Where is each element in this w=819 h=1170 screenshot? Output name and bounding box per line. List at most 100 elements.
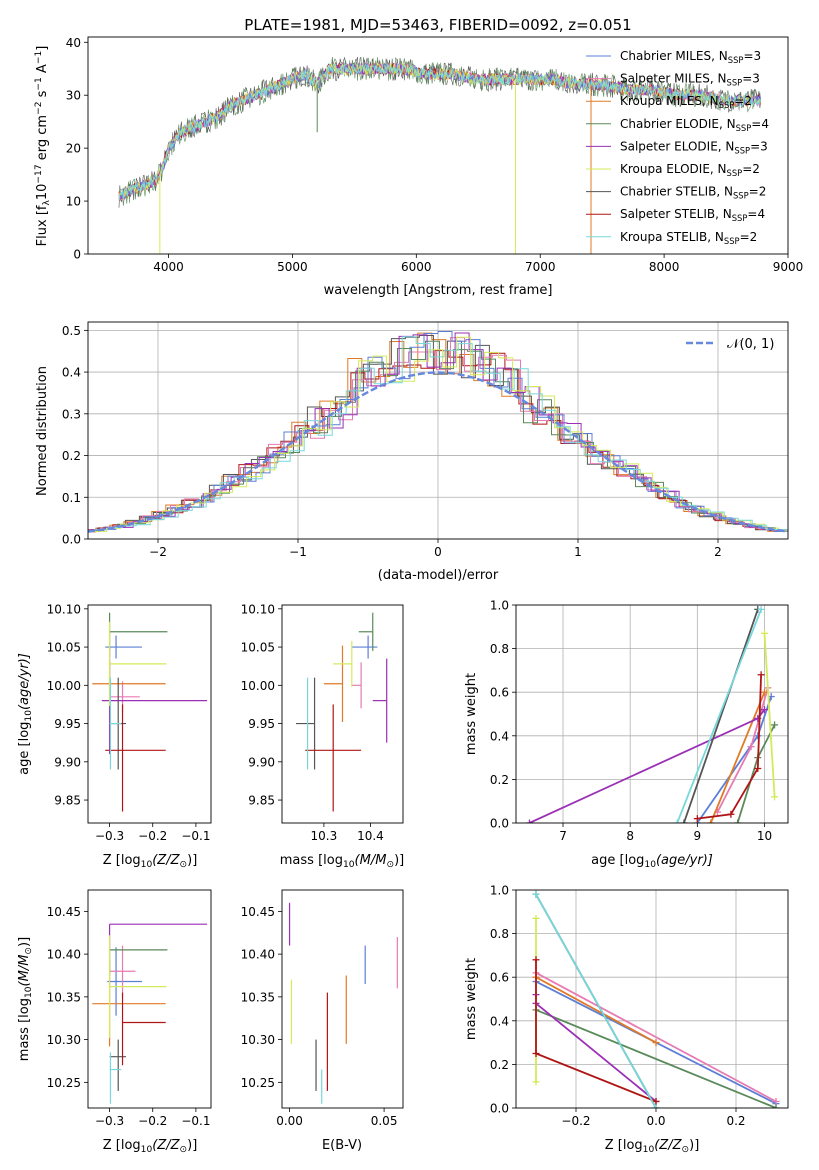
legend-label-part: =2 (749, 185, 767, 199)
ageMass-xlabel-part: mass [log (280, 853, 343, 868)
legend-label-part: =4 (747, 207, 765, 221)
spectrum-ylabel-part: −2 (34, 102, 44, 115)
massZ-ylabel-part: )] (17, 937, 32, 947)
mass-weight-line (535, 893, 657, 1108)
x-tick-label: −0.2 (138, 1114, 167, 1128)
y-tick-label: 0.4 (490, 729, 509, 743)
x-tick-label: −0.3 (95, 1114, 124, 1128)
y-tick-label: 0.1 (62, 491, 81, 505)
y-tick-label: 0.2 (490, 773, 509, 787)
y-tick-label: 1.0 (490, 599, 509, 613)
x-tick-label: 10 (757, 829, 772, 843)
y-tick-label: 9.95 (248, 717, 275, 731)
y-tick-label: 0.8 (490, 642, 509, 656)
y-tick-label: 0.2 (490, 1058, 509, 1072)
age-mass-plot-area (295, 612, 388, 812)
x-tick-label: 0.2 (726, 1114, 745, 1128)
y-tick-label: 10.35 (241, 990, 275, 1004)
x-tick-label: 0.0 (646, 1114, 665, 1128)
x-tick-label: 2 (714, 545, 722, 559)
legend-label-part: SSP (728, 55, 744, 65)
massZ-xlabel-part: ⊙ (180, 1145, 188, 1155)
mwZ-xlabel-part: 10 (643, 1145, 655, 1155)
residuals-frame (87, 321, 789, 540)
x-tick-label: −2 (149, 545, 167, 559)
legend-label-part: SSP (733, 191, 749, 201)
mass-Z-plot-area (92, 923, 208, 1104)
legend-label-part: =4 (751, 117, 769, 131)
legend-label-part: Kroupa MILES, N (620, 94, 719, 108)
legend-label-part: Chabrier STELIB, N (620, 185, 733, 199)
y-tick-label: 0.6 (490, 686, 509, 700)
residual-histogram (88, 332, 782, 533)
mwZ-xlabel-part: (Z/Z (654, 1138, 682, 1153)
residuals-xlabel: (data-model)/error (378, 568, 499, 583)
mass-Z-panel: −0.3 −0.2 −0.1 10.25 10.30 10.35 10.40 10.45 Z [… (17, 889, 212, 1155)
massZ-ylabel-part: mass [log (17, 998, 32, 1061)
y-tick-label: 1.0 (490, 884, 509, 898)
ageZ-xlabel-part: ⊙ (180, 860, 188, 870)
x-tick-label: −0.1 (181, 1114, 210, 1128)
mass-EBV-panel: 0.00 0.05 10.25 10.30 10.35 10.40 10.45 E(B-V) (241, 889, 404, 1153)
legend-label: Kroupa MILES, NSSP=2 (620, 94, 752, 110)
ageZ-xlabel: Z [log10(Z/Z⊙)] (103, 853, 198, 870)
y-tick-label: 10.05 (47, 641, 81, 655)
residuals-plot-area (88, 322, 788, 539)
y-tick-label: 10.00 (47, 679, 81, 693)
massZ-ylabel-part: ⊙ (24, 947, 34, 955)
spectrum-panel: 4000 5000 6000 7000 8000 9000 0 10 20 30 40 wavelen… (34, 36, 803, 298)
legend-label: Salpeter ELODIE, NSSP=3 (620, 139, 768, 155)
y-tick-label: 0.8 (490, 927, 509, 941)
legend-label-part: SSP (719, 100, 735, 110)
legend-label-part: SSP (736, 123, 752, 133)
y-tick-label: 10.10 (241, 602, 275, 616)
massZ-xlabel: Z [log10(Z/Z⊙)] (103, 1138, 198, 1155)
mwZ-ylabel: mass weight (464, 958, 479, 1040)
y-tick-label: 10.40 (241, 948, 275, 962)
spectrum-ylabel-part: ] (35, 46, 50, 51)
massZ-xlabel-part: 10 (141, 1145, 153, 1155)
legend-label-part: =3 (742, 72, 760, 86)
spectrum-ylabel-part: A (35, 64, 50, 77)
y-tick-label: 10.45 (47, 905, 81, 919)
mwZ-xlabel-part: ⊙ (682, 1145, 690, 1155)
spectrum-ylabel-part: −17 (34, 164, 44, 183)
massZ-xlabel-part: )] (187, 1138, 197, 1153)
mass-Z-frame (87, 889, 212, 1109)
y-tick-label: 10.00 (241, 679, 275, 693)
y-tick-label: 0.3 (62, 407, 81, 421)
spectrum-line (118, 63, 762, 200)
y-tick-label: 9.90 (248, 755, 275, 769)
y-tick-label: 9.95 (54, 717, 81, 731)
legend-label: Kroupa STELIB, NSSP=2 (620, 230, 757, 246)
ageMass-xlabel-part: (M/M (355, 853, 387, 868)
legend-label-part: Salpeter MILES, N (620, 72, 727, 86)
spectrum-frame (87, 36, 789, 255)
x-tick-label: 10.4 (357, 829, 384, 843)
y-tick-label: 10.05 (241, 641, 275, 655)
y-tick-label: 10.25 (47, 1076, 81, 1090)
x-tick-label: 5000 (277, 260, 308, 274)
mwZ-xlabel-part: Z [log (605, 1138, 643, 1153)
ageZ-xlabel-part: (Z/Z (152, 853, 180, 868)
residuals-panel: −2 −1 0 1 2 0.0 0.1 0.2 0.3 0.4 0.5 (data-model)/er… (35, 321, 789, 583)
massEBV-xlabel: E(B-V) (322, 1138, 362, 1153)
massZ-ylabel-part: 10 (24, 986, 34, 998)
ageZ-ylabel-part: age [log (17, 722, 32, 775)
x-tick-label: −0.2 (138, 829, 167, 843)
legend-label-part: Salpeter ELODIE, N (620, 139, 734, 153)
mass-weight-line (676, 609, 762, 823)
mass-weight-line (709, 691, 766, 823)
spectrum-ylabel-part: s (35, 90, 50, 101)
y-tick-label: 0.0 (62, 533, 81, 547)
y-tick-label: 10.30 (241, 1033, 275, 1047)
spectrum-ylabel: Flux [fλ10−17 erg cm−2 s−1 A−1] (34, 46, 52, 247)
legend-label: Salpeter STELIB, NSSP=4 (620, 207, 765, 223)
mass-weight-line (535, 972, 777, 1103)
legend-label-part: SSP (724, 236, 740, 246)
ageZ-ylabel: age [log10(age/yr)] (17, 653, 34, 775)
y-tick-label: 0 (73, 248, 81, 262)
ageZ-xlabel-part: )] (187, 853, 197, 868)
mass-weight-line (683, 609, 759, 823)
